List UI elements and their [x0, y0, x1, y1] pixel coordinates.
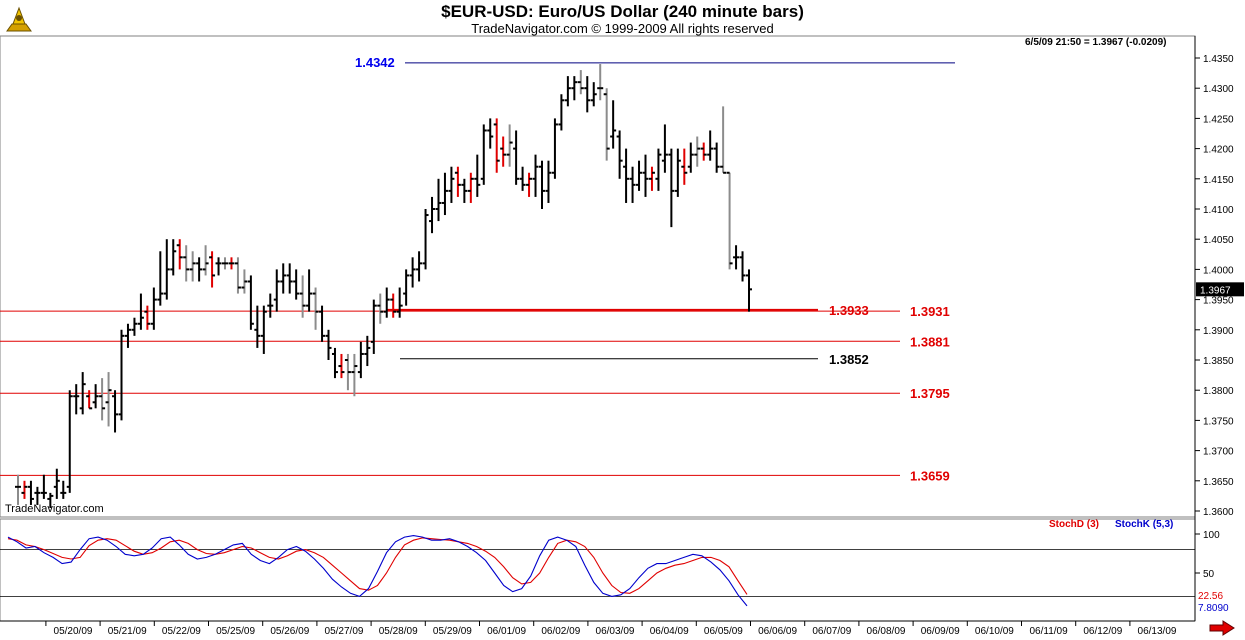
price-tick-label: 1.4100 [1203, 205, 1234, 216]
x-tick-label: 06/03/09 [596, 626, 635, 637]
x-tick-label: 06/06/09 [758, 626, 797, 637]
annotation-label-13795: 1.3795 [910, 386, 950, 401]
watermark: TradeNavigator.com [5, 503, 104, 515]
price-tick-label: 1.3900 [1203, 326, 1234, 337]
last-price-box [1196, 282, 1244, 297]
chart-subtitle: TradeNavigator.com © 1999-2009 All right… [471, 21, 774, 36]
x-tick-label: 06/10/09 [975, 626, 1014, 637]
x-tick-label: 06/01/09 [487, 626, 526, 637]
x-tick-label: 06/11/09 [1030, 626, 1069, 637]
x-tick-label: 05/22/09 [162, 626, 201, 637]
stochk-last-label: 7.8090 [1198, 603, 1229, 614]
x-tick-label: 05/21/09 [108, 626, 147, 637]
price-tick-label: 1.3700 [1203, 447, 1234, 458]
x-tick-label: 06/05/09 [704, 626, 743, 637]
stochd-last-label: 22.56 [1198, 591, 1223, 602]
x-tick-label: 05/25/09 [216, 626, 255, 637]
last-price-label: 1.3967 [1200, 285, 1231, 296]
stoch-last-box [1196, 601, 1244, 613]
price-tick-label: 1.4250 [1203, 114, 1234, 125]
stoch-panel-frame [0, 518, 1196, 622]
stoch-tick-label: 50 [1203, 569, 1215, 580]
price-tick-label: 1.3850 [1203, 356, 1234, 367]
stochd-line [7, 537, 748, 595]
x-tick-label: 06/09/09 [921, 626, 960, 637]
price-tick-label: 1.4150 [1203, 175, 1234, 186]
price-tick-label: 1.4350 [1203, 54, 1234, 65]
stochk-line [7, 535, 748, 607]
price-tick-label: 1.3600 [1203, 507, 1234, 518]
price-tick-label: 1.4050 [1203, 235, 1234, 246]
annotation-label-13852: 1.3852 [829, 352, 869, 367]
price-tick-label: 1.4300 [1203, 84, 1234, 95]
annotation-label-13659: 1.3659 [910, 468, 950, 483]
price-panel-frame [0, 35, 1196, 518]
scroll-right-arrow-icon[interactable] [1209, 620, 1235, 636]
legend-stochk: StochK (5,3) [1115, 519, 1174, 530]
price-tick-label: 1.4000 [1203, 265, 1234, 276]
x-tick-label: 06/02/09 [541, 626, 580, 637]
legend-stochd: StochD (3) [1049, 519, 1099, 530]
x-tick-label: 06/13/09 [1138, 626, 1177, 637]
x-tick-label: 06/08/09 [867, 626, 906, 637]
x-tick-label: 05/27/09 [325, 626, 364, 637]
price-tick-label: 1.3650 [1203, 477, 1234, 488]
x-tick-label: 05/20/09 [54, 626, 93, 637]
annotation-label-13881: 1.3881 [910, 334, 950, 349]
price-status: 6/5/09 21:50 = 1.3967 (-0.0209) [1025, 37, 1167, 48]
x-tick-label: 06/04/09 [650, 626, 689, 637]
x-tick-label: 05/26/09 [270, 626, 309, 637]
chart-title: $EUR-USD: Euro/US Dollar (240 minute bar… [441, 2, 804, 21]
annotation-label-13931: 1.3931 [910, 304, 950, 319]
stoch-last-box [1196, 589, 1244, 601]
price-tick-label: 1.4200 [1203, 145, 1234, 156]
stoch-tick-label: 100 [1203, 530, 1220, 541]
trade-navigator-logo-icon[interactable] [4, 4, 34, 34]
x-tick-label: 06/07/09 [812, 626, 851, 637]
x-tick-label: 05/28/09 [379, 626, 418, 637]
price-tick-label: 1.3750 [1203, 416, 1234, 427]
annotation-label-13933: 1.3933 [829, 303, 869, 318]
price-tick-label: 1.3950 [1203, 296, 1234, 307]
x-tick-label: 06/12/09 [1083, 626, 1122, 637]
price-tick-label: 1.3800 [1203, 386, 1234, 397]
annotation-label-14342: 1.4342 [355, 55, 395, 70]
x-tick-label: 05/29/09 [433, 626, 472, 637]
